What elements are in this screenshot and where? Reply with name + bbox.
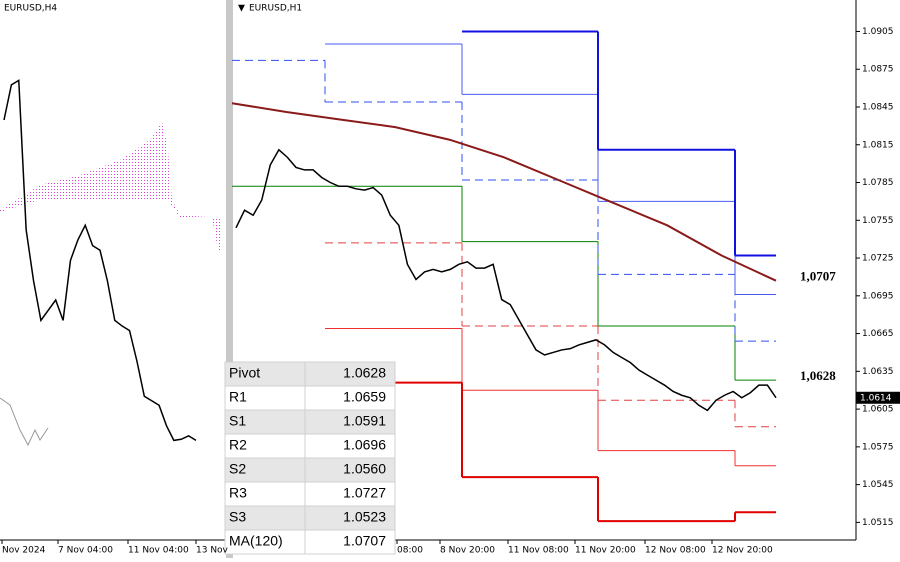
table-value: 1.0560 xyxy=(343,461,386,477)
table-label: R2 xyxy=(229,437,247,453)
ichimoku-cloud xyxy=(0,122,222,250)
table-value: 1.0696 xyxy=(343,437,386,453)
chikou-line xyxy=(0,397,49,447)
y-tick-label: 1.0845 xyxy=(862,102,894,112)
panel-separator xyxy=(226,0,233,558)
pivot-table: Pivot 1.0628 R1 1.0659 S1 1.0591 R2 1.0696 S2 1.0… xyxy=(224,361,396,555)
table-label: Pivot xyxy=(229,365,260,381)
table-label: S1 xyxy=(229,413,246,429)
y-tick-label: 1.0875 xyxy=(862,65,894,75)
h4-price-line xyxy=(3,79,197,442)
y-tick-label: 1.0545 xyxy=(862,480,894,490)
table-row xyxy=(224,457,396,483)
y-tick-label: 1.0905 xyxy=(862,27,894,37)
table-row xyxy=(224,409,396,435)
x-tick-label: 08:00 xyxy=(397,546,423,556)
x-tick-label: 11 Nov 20:00 xyxy=(575,546,636,556)
x-tick-label: 13 Nov xyxy=(196,546,229,556)
x-tick-label: 11 Nov 08:00 xyxy=(508,546,569,556)
table-label: R3 xyxy=(229,485,247,501)
table-value: 1.0659 xyxy=(343,389,386,405)
right-title: EURUSD,H1 xyxy=(249,4,302,14)
table-row xyxy=(224,361,396,387)
table-row xyxy=(224,529,396,555)
y-tick-label: 1.0605 xyxy=(862,405,894,415)
y-tick-label: 1.0725 xyxy=(862,254,894,264)
table-label: R1 xyxy=(229,389,247,405)
y-tick-label: 1.0665 xyxy=(862,329,894,339)
level-annotation: 1,0707 xyxy=(800,269,836,284)
x-tick-label: 11 Nov 04:00 xyxy=(128,546,189,556)
table-value: 1.0591 xyxy=(343,413,386,429)
y-tick-label: 1.0635 xyxy=(862,367,894,377)
h1-price-line xyxy=(235,148,777,412)
left-title: EURUSD,H4 xyxy=(4,4,57,14)
table-value: 1.0707 xyxy=(343,533,386,549)
y-tick-label: 1.0515 xyxy=(862,518,894,528)
table-label: MA(120) xyxy=(229,533,283,549)
y-tick-label: 1.0755 xyxy=(862,216,894,226)
ma-line xyxy=(231,102,777,282)
x-tick-label: 8 Nov 20:00 xyxy=(440,546,495,556)
x-tick-label: 12 Nov 08:00 xyxy=(645,546,706,556)
last-price-label: 1.0614 xyxy=(860,393,892,403)
y-tick-label: 1.0575 xyxy=(862,442,894,452)
y-tick-label: 1.0815 xyxy=(862,140,894,150)
table-value: 1.0628 xyxy=(343,365,386,381)
table-value: 1.0523 xyxy=(343,509,386,525)
y-tick-label: 1.0695 xyxy=(862,291,894,301)
last-price-box xyxy=(856,391,900,404)
y-tick-label: 1.0785 xyxy=(862,178,894,188)
table-row xyxy=(224,385,396,411)
x-tick-label: 7 Nov 04:00 xyxy=(58,546,113,556)
table-label: S3 xyxy=(229,509,246,525)
level-annotation: 1,0628 xyxy=(800,368,836,383)
x-tick-label: Nov 2024 xyxy=(2,546,46,556)
right-title-arrow: ▼ xyxy=(238,4,245,14)
table-label: S2 xyxy=(229,461,246,477)
table-row xyxy=(224,433,396,459)
x-tick-label: 12 Nov 20:00 xyxy=(712,546,773,556)
table-value: 1.0727 xyxy=(343,485,386,501)
